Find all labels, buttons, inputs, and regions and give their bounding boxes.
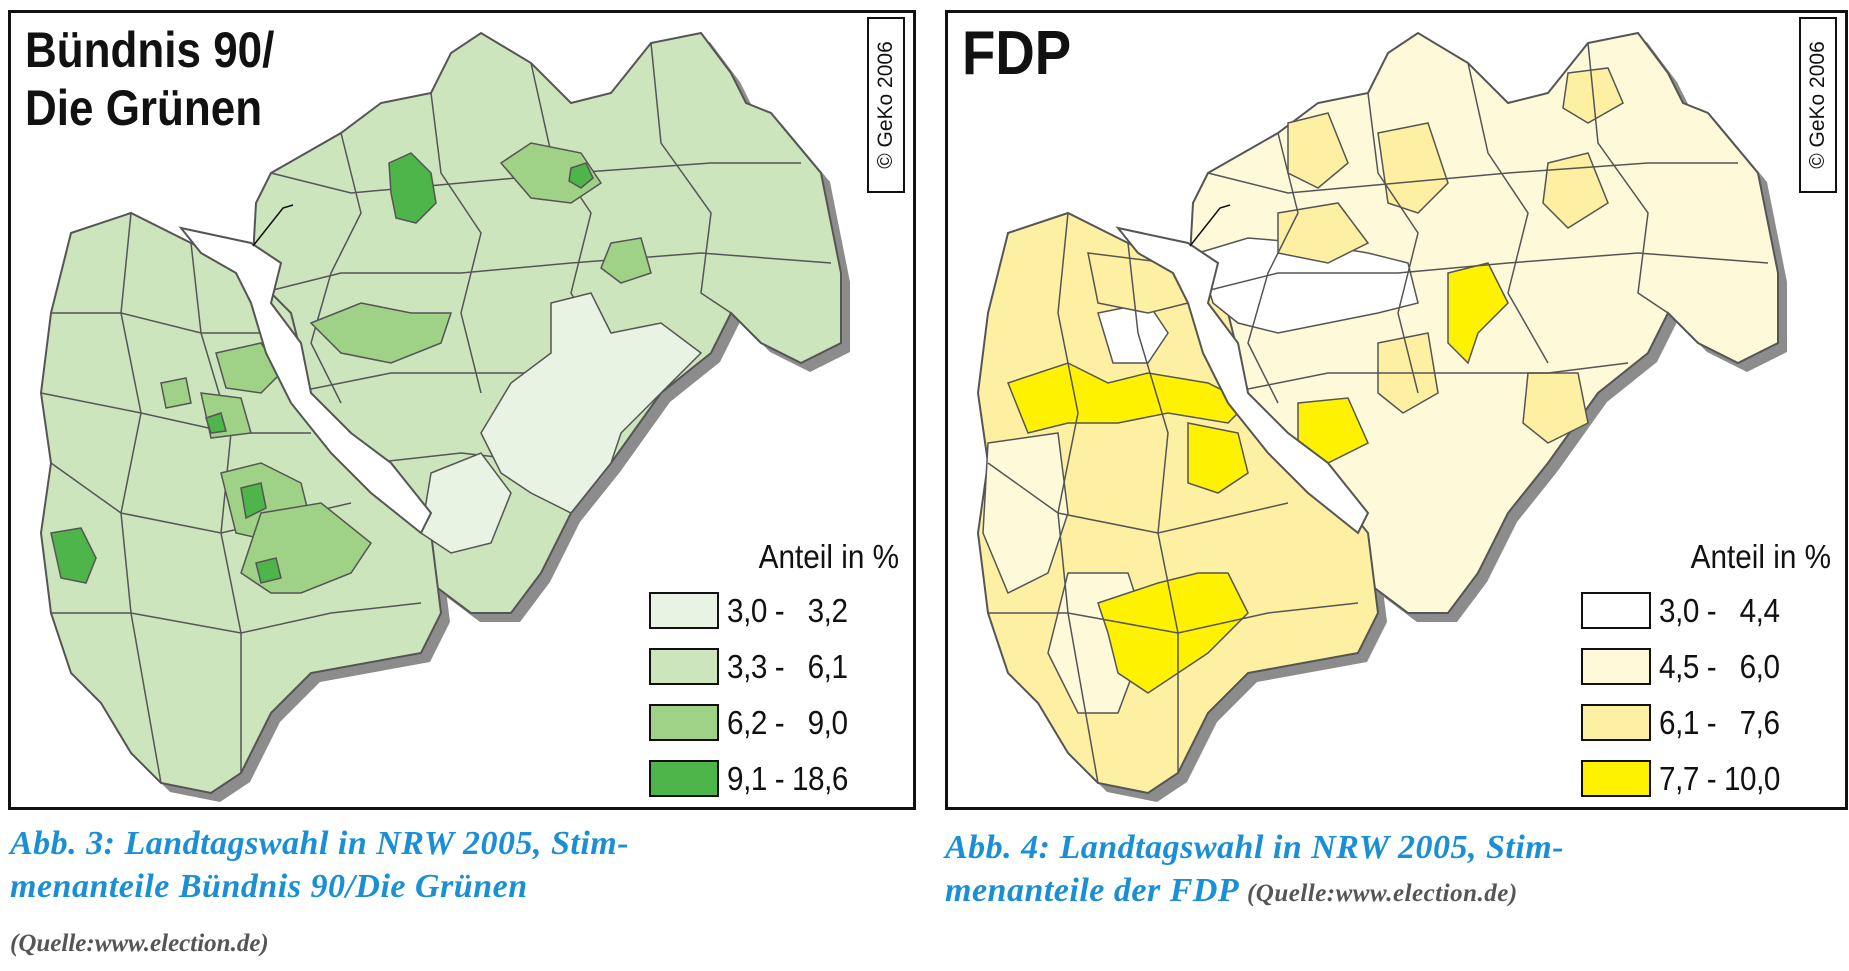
caption-text: Abb. 3: Landtagswahl in NRW 2005, Stim- … <box>10 825 630 905</box>
legend-range: 7,7 - 10,0 <box>1659 759 1780 797</box>
legend-range: 4,5 - 6,0 <box>1659 647 1780 685</box>
district-mid-yellow <box>1087 67 1624 444</box>
legend-swatch <box>1581 704 1651 741</box>
legend: Anteil in % 3,0 - 4,4 4,5 - 6,0 6,1 - 7,… <box>1581 538 1831 807</box>
rhine-river-cut <box>1115 226 1370 535</box>
map-panel-fdp: FDP © GeKo 2006 Anteil in % 3,0 - 4,4 4,… <box>945 10 1848 810</box>
legend: Anteil in % 3,0 - 3,2 3,3 - 6,1 6,2 - 9,… <box>649 538 899 807</box>
legend-item: 4,5 - 6,0 <box>1581 646 1831 687</box>
legend-title: Anteil in % <box>758 538 899 575</box>
map-title: FDP <box>962 19 1072 88</box>
legend-item: 9,1 - 18,6 <box>649 758 899 799</box>
source-note: (Quelle:www.election.de) <box>1246 880 1518 907</box>
district-lines <box>987 42 1769 784</box>
copyright-text: © GeKo 2006 <box>874 41 897 169</box>
legend-swatch <box>1581 592 1651 629</box>
district-strong-yellow <box>1007 262 1509 694</box>
legend-swatch <box>1581 760 1651 797</box>
caption-text: Abb. 4: Landtagswahl in NRW 2005, Stim- … <box>945 829 1565 909</box>
legend-item: 7,7 - 10,0 <box>1581 758 1831 799</box>
ruhr-arrow <box>252 204 294 247</box>
legend-swatch <box>1581 648 1651 685</box>
map-panel-gruene: Bündnis 90/ Die Grünen © GeKo 2006 Antei… <box>8 10 916 810</box>
copyright-text: © GeKo 2006 <box>1806 41 1829 169</box>
legend-item: 6,1 - 7,6 <box>1581 702 1831 743</box>
legend-range: 3,0 - 3,2 <box>727 591 848 629</box>
district-sauerland-light <box>420 292 703 554</box>
nrw-map-fdp <box>976 31 1787 802</box>
legend-item: 6,2 - 9,0 <box>649 702 899 743</box>
legend-item: 3,0 - 3,2 <box>649 590 899 631</box>
legend-range: 6,2 - 9,0 <box>727 703 848 741</box>
legend-range: 3,0 - 4,4 <box>1659 591 1780 629</box>
copyright-box: © GeKo 2006 <box>867 17 905 193</box>
legend-item: 3,0 - 4,4 <box>1581 590 1831 631</box>
source-note: (Quelle:www.election.de) <box>10 930 269 957</box>
legend-swatch <box>649 760 719 797</box>
legend-swatch <box>649 704 719 741</box>
map-title: Bündnis 90/ Die Grünen <box>25 22 275 136</box>
ruhr-arrow <box>1189 204 1231 247</box>
nrw-map-gruene <box>39 31 850 802</box>
legend-range: 3,3 - 6,1 <box>727 647 848 685</box>
legend-range: 6,1 - 7,6 <box>1659 703 1780 741</box>
legend-item: 3,3 - 6,1 <box>649 646 899 687</box>
district-ruhr-white <box>1097 237 1419 364</box>
legend-title: Anteil in % <box>1690 538 1831 575</box>
legend-range: 9,1 - 18,6 <box>727 759 848 797</box>
legend-swatch <box>649 592 719 629</box>
district-green-dark <box>50 152 594 584</box>
rhine-river-cut <box>178 226 433 535</box>
figure-caption-4: Abb. 4: Landtagswahl in NRW 2005, Stim- … <box>945 826 1845 915</box>
copyright-box: © GeKo 2006 <box>1799 17 1837 193</box>
figure-caption-3: Abb. 3: Landtagswahl in NRW 2005, Stim- … <box>10 822 910 908</box>
legend-swatch <box>649 648 719 685</box>
